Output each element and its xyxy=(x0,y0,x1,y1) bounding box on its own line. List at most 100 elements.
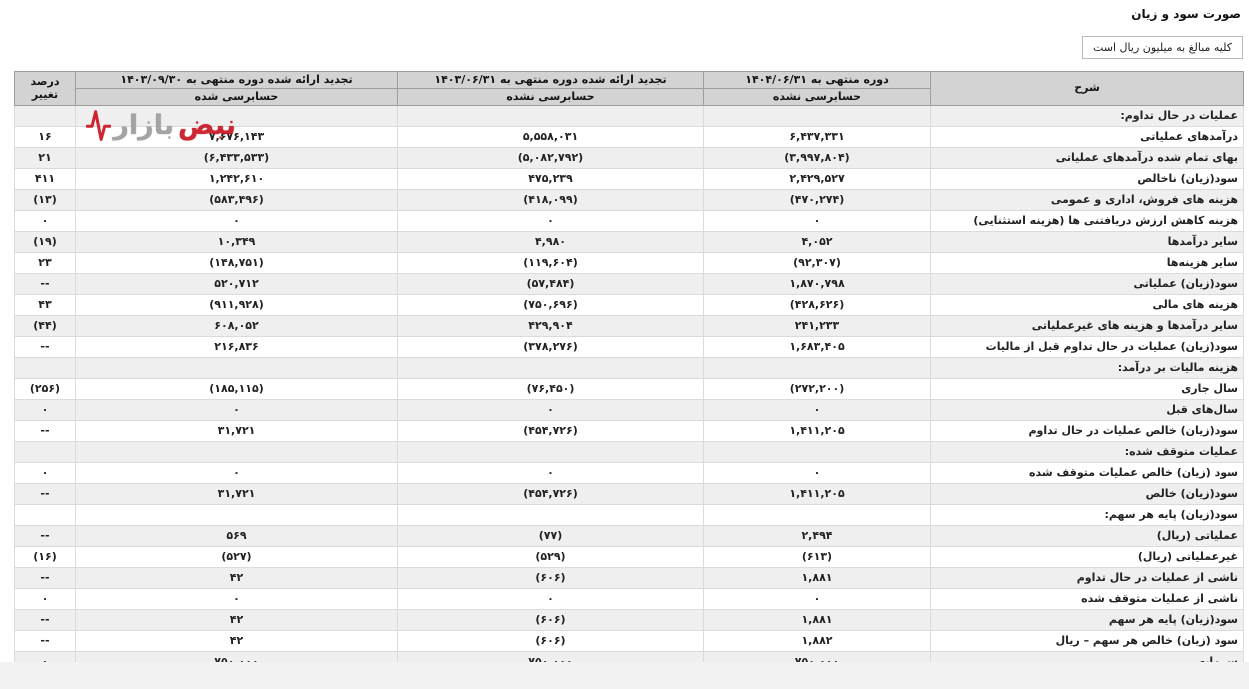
value-restated-quarter xyxy=(397,503,704,526)
row-label: هزینه مالیات بر درآمد: xyxy=(930,356,1244,379)
currency-unit-note: کلیه مبالغ به میلیون ریال است xyxy=(1081,36,1243,59)
section-row: عملیات متوقف شده: xyxy=(14,440,1244,463)
value-pct-change: -- xyxy=(14,524,76,547)
value-pct-change: -- xyxy=(14,566,76,589)
income-statement-table: شرح دوره منتهی به ۱۴۰۴/۰۶/۳۱ تجدید ارائه… xyxy=(14,71,1244,673)
row-label: سود(زیان) پایه هر سهم xyxy=(930,608,1244,631)
value-restated-quarter: (۱۱۹,۶۰۴) xyxy=(397,251,704,274)
row-label: عملیاتی (ریال) xyxy=(930,524,1244,547)
value-restated-year: (۵۲۷) xyxy=(75,545,398,568)
table-row: عملیاتی (ریال) ۲,۴۹۴ (۷۷) ۵۶۹ -- xyxy=(14,524,1244,547)
row-label: سایر درآمدها و هزینه های غیرعملیاتی xyxy=(930,314,1244,337)
value-restated-year: ۳۱,۷۲۱ xyxy=(75,482,398,505)
value-restated-quarter: (۶۰۶) xyxy=(397,629,704,652)
value-current-period: ۱,۸۸۱ xyxy=(703,608,931,631)
row-label: عملیات در حال تداوم: xyxy=(930,104,1244,127)
page-title: صورت سود و زیان xyxy=(1131,7,1241,21)
value-restated-quarter: (۶۰۶) xyxy=(397,608,704,631)
value-pct-change: (۲۵۶) xyxy=(14,377,76,400)
table-row: سایر هزینه‌ها (۹۲,۳۰۷) (۱۱۹,۶۰۴) (۱۴۸,۷۵… xyxy=(14,251,1244,274)
table-row: سایر درآمدها ۴,۰۵۲ ۴,۹۸۰ ۱۰,۳۴۹ (۱۹) xyxy=(14,230,1244,253)
value-current-period: ۲,۴۲۹,۵۲۷ xyxy=(703,167,931,190)
value-restated-quarter: ۰ xyxy=(397,587,704,610)
table-row: درآمدهای عملیاتی ۶,۴۳۷,۳۳۱ ۵,۵۵۸,۰۳۱ ۷,۶… xyxy=(14,125,1244,148)
value-restated-year xyxy=(75,356,398,379)
header-restated-year: تجدید ارائه شده دوره منتهی به ۱۴۰۳/۰۹/۳۰ xyxy=(75,71,398,89)
header-current-period: دوره منتهی به ۱۴۰۴/۰۶/۳۱ xyxy=(703,71,931,89)
value-restated-year: ۰ xyxy=(75,461,398,484)
table-row: سود (زیان) خالص عملیات متوقف شده ۰ ۰ ۰ ۰ xyxy=(14,461,1244,484)
value-restated-quarter: (۴۵۴,۷۲۶) xyxy=(397,419,704,442)
table-row: سود(زیان) عملیاتی ۱,۸۷۰,۷۹۸ (۵۷,۴۸۴) ۵۲۰… xyxy=(14,272,1244,295)
value-restated-quarter: (۶۰۶) xyxy=(397,566,704,589)
value-current-period: (۹۲,۳۰۷) xyxy=(703,251,931,274)
value-restated-quarter xyxy=(397,356,704,379)
header-current-audit-status: حسابرسی نشده xyxy=(703,87,931,106)
value-current-period: ۱,۶۸۳,۴۰۵ xyxy=(703,335,931,358)
value-current-period: ۰ xyxy=(703,461,931,484)
value-pct-change: ۲۱ xyxy=(14,146,76,169)
table-row: هزینه کاهش ارزش دریافتنی ها (هزینه استثن… xyxy=(14,209,1244,232)
value-restated-year: ۱,۲۴۲,۶۱۰ xyxy=(75,167,398,190)
row-label: هزینه های فروش، اداری و عمومی xyxy=(930,188,1244,211)
value-restated-quarter: (۵,۰۸۲,۷۹۲) xyxy=(397,146,704,169)
header-row-periods: شرح دوره منتهی به ۱۴۰۴/۰۶/۳۱ تجدید ارائه… xyxy=(14,71,1244,106)
value-restated-quarter: (۴۵۴,۷۲۶) xyxy=(397,482,704,505)
row-label: هزینه کاهش ارزش دریافتنی ها (هزینه استثن… xyxy=(930,209,1244,232)
row-label: هزینه های مالی xyxy=(930,293,1244,316)
value-restated-year: (۱۸۵,۱۱۵) xyxy=(75,377,398,400)
table-row: سود (زیان) خالص هر سهم – ریال ۱,۸۸۲ (۶۰۶… xyxy=(14,629,1244,652)
row-label: سود(زیان) عملیات در حال تداوم قبل از مال… xyxy=(930,335,1244,358)
row-label: عملیات متوقف شده: xyxy=(930,440,1244,463)
value-pct-change: -- xyxy=(14,482,76,505)
row-label: سود(زیان) خالص عملیات در حال تداوم xyxy=(930,419,1244,442)
value-restated-quarter xyxy=(397,440,704,463)
value-current-period: (۳,۹۹۷,۸۰۴) xyxy=(703,146,931,169)
value-current-period: ۰ xyxy=(703,587,931,610)
value-restated-year: (۹۱۱,۹۲۸) xyxy=(75,293,398,316)
section-row: هزینه مالیات بر درآمد: xyxy=(14,356,1244,379)
row-label: سود(زیان) خالص xyxy=(930,482,1244,505)
value-pct-change: -- xyxy=(14,272,76,295)
value-pct-change: ۴۳ xyxy=(14,293,76,316)
value-restated-year: ۲۱۶,۸۳۶ xyxy=(75,335,398,358)
value-restated-year: (۶,۴۳۳,۵۳۳) xyxy=(75,146,398,169)
value-pct-change: ۲۳ xyxy=(14,251,76,274)
value-restated-quarter: ۰ xyxy=(397,461,704,484)
row-label: غیرعملیاتی (ریال) xyxy=(930,545,1244,568)
value-restated-quarter: (۷۷) xyxy=(397,524,704,547)
value-current-period: ۱,۸۸۱ xyxy=(703,566,931,589)
value-pct-change xyxy=(14,104,76,127)
value-current-period: (۲۷۲,۲۰۰) xyxy=(703,377,931,400)
value-current-period: (۶۱۳) xyxy=(703,545,931,568)
value-pct-change: ۱۶ xyxy=(14,125,76,148)
row-label: سود(زیان) ناخالص xyxy=(930,167,1244,190)
table-row: ناشی از عملیات در حال تداوم ۱,۸۸۱ (۶۰۶) … xyxy=(14,566,1244,589)
value-current-period: ۰ xyxy=(703,209,931,232)
value-current-period: (۴۷۰,۲۷۴) xyxy=(703,188,931,211)
table-row: غیرعملیاتی (ریال) (۶۱۳) (۵۲۹) (۵۲۷) (۱۶) xyxy=(14,545,1244,568)
value-restated-year: (۵۸۳,۴۹۶) xyxy=(75,188,398,211)
value-restated-quarter: (۳۷۸,۲۷۶) xyxy=(397,335,704,358)
value-restated-year: ۰ xyxy=(75,587,398,610)
value-restated-year: ۴۲ xyxy=(75,608,398,631)
table-row: بهای تمام شده درآمدهای عملیاتی (۳,۹۹۷,۸۰… xyxy=(14,146,1244,169)
value-restated-year: ۵۲۰,۷۱۲ xyxy=(75,272,398,295)
row-label: ناشی از عملیات در حال تداوم xyxy=(930,566,1244,589)
value-pct-change: ۴۱۱ xyxy=(14,167,76,190)
table-row: سال‌های قبل ۰ ۰ ۰ ۰ xyxy=(14,398,1244,421)
value-current-period xyxy=(703,356,931,379)
value-restated-quarter: ۰ xyxy=(397,209,704,232)
row-label: سایر هزینه‌ها xyxy=(930,251,1244,274)
table-row: سایر درآمدها و هزینه های غیرعملیاتی ۲۴۱,… xyxy=(14,314,1244,337)
value-restated-year: ۴۲ xyxy=(75,566,398,589)
value-pct-change: ۰ xyxy=(14,461,76,484)
value-current-period xyxy=(703,503,931,526)
value-restated-year: ۵۶۹ xyxy=(75,524,398,547)
header-pct-change: درصد تغییر xyxy=(14,71,76,106)
value-restated-quarter: ۵,۵۵۸,۰۳۱ xyxy=(397,125,704,148)
value-pct-change xyxy=(14,503,76,526)
value-restated-quarter: ۴۲۹,۹۰۴ xyxy=(397,314,704,337)
value-pct-change: ۰ xyxy=(14,587,76,610)
